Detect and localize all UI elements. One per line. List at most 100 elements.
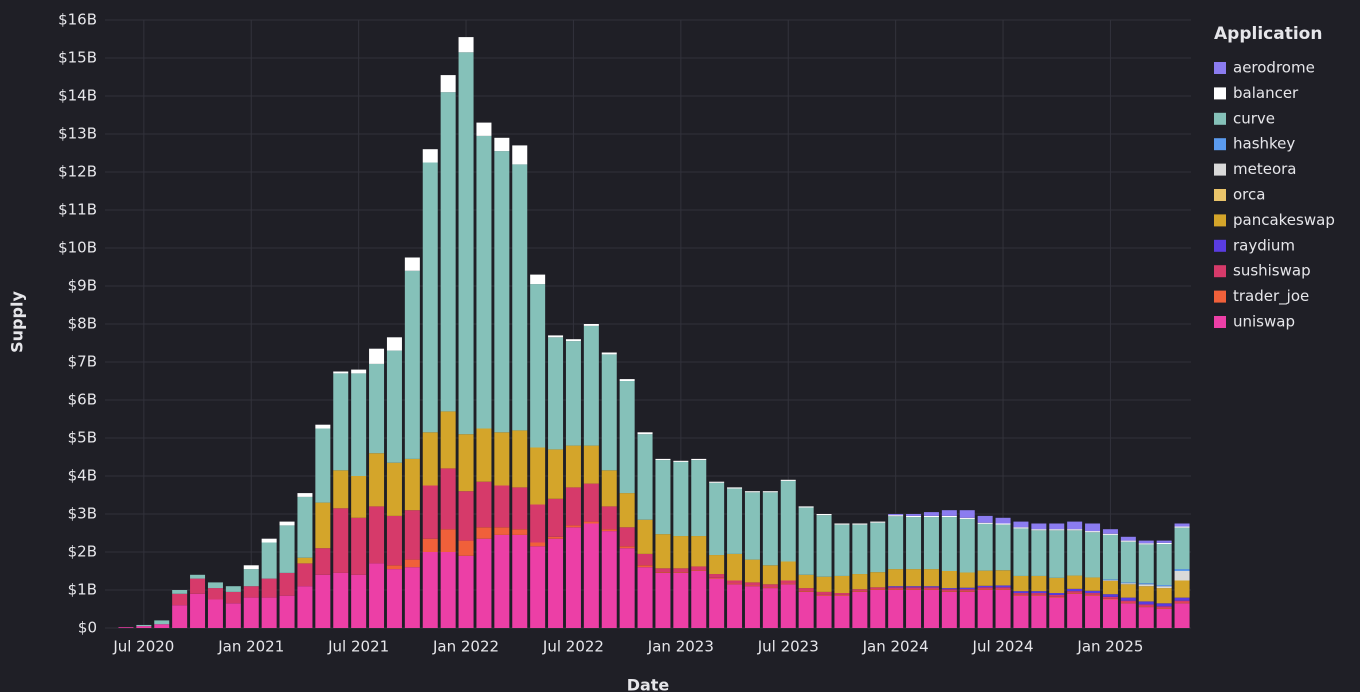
bar-segment [888, 586, 904, 588]
bar-segment [977, 523, 993, 571]
bar-segment [619, 381, 635, 494]
bar-segment [530, 274, 546, 285]
bar-segment [351, 369, 367, 374]
bar-segment [172, 590, 188, 594]
y-tick-label: $15B [58, 49, 97, 67]
bar-segment [941, 589, 957, 592]
y-tick-label: $7B [68, 353, 97, 371]
bar-segment [941, 515, 957, 518]
x-tick-label: Jan 2023 [647, 638, 714, 656]
bar-segment [225, 603, 241, 628]
bar-segment [1138, 601, 1154, 605]
bar-segment [351, 574, 367, 628]
bar-segment [369, 453, 385, 507]
bar-segment [1013, 528, 1029, 576]
bar-segment [494, 151, 510, 433]
bar-segment [1067, 588, 1083, 592]
bar-segment [243, 586, 259, 598]
legend-swatch [1214, 163, 1226, 176]
bar-segment [1120, 603, 1136, 628]
x-tick-label: Jul 2020 [112, 638, 174, 656]
bar-segment [619, 548, 635, 628]
bar-segment [512, 534, 528, 628]
bar-segment [601, 470, 617, 507]
legend-label: curve [1233, 109, 1275, 127]
bar-segment [834, 524, 850, 576]
bar-segment [1174, 571, 1190, 581]
bar-segment [1031, 530, 1047, 576]
bar-segment [1138, 606, 1154, 608]
bar-segment [1102, 534, 1118, 580]
bar-segment [476, 527, 492, 539]
bar-segment [494, 485, 510, 528]
bar-segment [637, 553, 653, 566]
bar-segment [906, 589, 922, 590]
bar-segment [476, 122, 492, 136]
bar-segment [386, 337, 402, 351]
bar-segment [476, 481, 492, 528]
legend-swatch [1214, 138, 1226, 151]
bar-segment [404, 559, 420, 568]
bar-segment [512, 430, 528, 488]
bar-segment [959, 517, 975, 519]
bar-segment [744, 491, 760, 493]
bar-segment [458, 540, 474, 556]
bar-segment [601, 506, 617, 530]
x-axis-label: Date [627, 676, 670, 692]
bar-segment [1138, 544, 1154, 584]
bar-segment [727, 584, 743, 628]
y-tick-label: $6B [68, 391, 97, 409]
bar-segment [995, 589, 1011, 590]
bars [118, 37, 1190, 628]
bar-segment [583, 523, 599, 628]
bar-segment [1102, 579, 1118, 581]
x-tick-label: Jan 2025 [1076, 638, 1143, 656]
bar-segment [762, 588, 778, 628]
legend-swatch [1214, 265, 1226, 278]
y-tick-label: $3B [68, 505, 97, 523]
bar-segment [870, 589, 886, 590]
bar-segment [637, 519, 653, 554]
bar-segment [923, 512, 939, 516]
y-tick-label: $1B [68, 581, 97, 599]
bar-segment [1120, 600, 1136, 603]
bar-segment [1031, 591, 1047, 594]
bar-segment [1031, 523, 1047, 530]
y-tick-label: $11B [58, 201, 97, 219]
bar-segment [440, 468, 456, 530]
y-tick-label: $13B [58, 125, 97, 143]
bar-segment [207, 599, 223, 628]
bar-segment [530, 504, 546, 543]
bar-segment [834, 594, 850, 596]
bar-segment [1138, 543, 1154, 545]
bar-segment [1102, 596, 1118, 599]
legend-swatch [1214, 290, 1226, 303]
bar-segment [691, 460, 707, 537]
legend-label: aerodrome [1233, 59, 1315, 77]
bar-segment [1085, 590, 1101, 594]
bar-segment [1067, 591, 1083, 594]
bar-segment [691, 536, 707, 567]
legend-swatch [1214, 239, 1226, 252]
bar-segment [780, 480, 796, 562]
bar-segment [512, 487, 528, 530]
bar-segment [404, 567, 420, 628]
bar-segment [225, 591, 241, 604]
bar-segment [834, 575, 850, 594]
bar-segment [834, 593, 850, 595]
bar-segment [619, 546, 635, 549]
bar-segment [261, 542, 277, 579]
bar-segment [583, 445, 599, 484]
bar-segment [798, 591, 814, 628]
bar-segment [351, 476, 367, 518]
bar-segment [225, 586, 241, 592]
bar-segment [386, 350, 402, 463]
bar-segment [1156, 586, 1172, 589]
bar-segment [386, 515, 402, 566]
bar-segment [1174, 600, 1190, 603]
bar-segment [906, 586, 922, 588]
legend-label: sushiswap [1233, 262, 1311, 280]
bar-segment [422, 552, 438, 628]
y-tick-label: $2B [68, 543, 97, 561]
bar-segment [673, 568, 689, 573]
